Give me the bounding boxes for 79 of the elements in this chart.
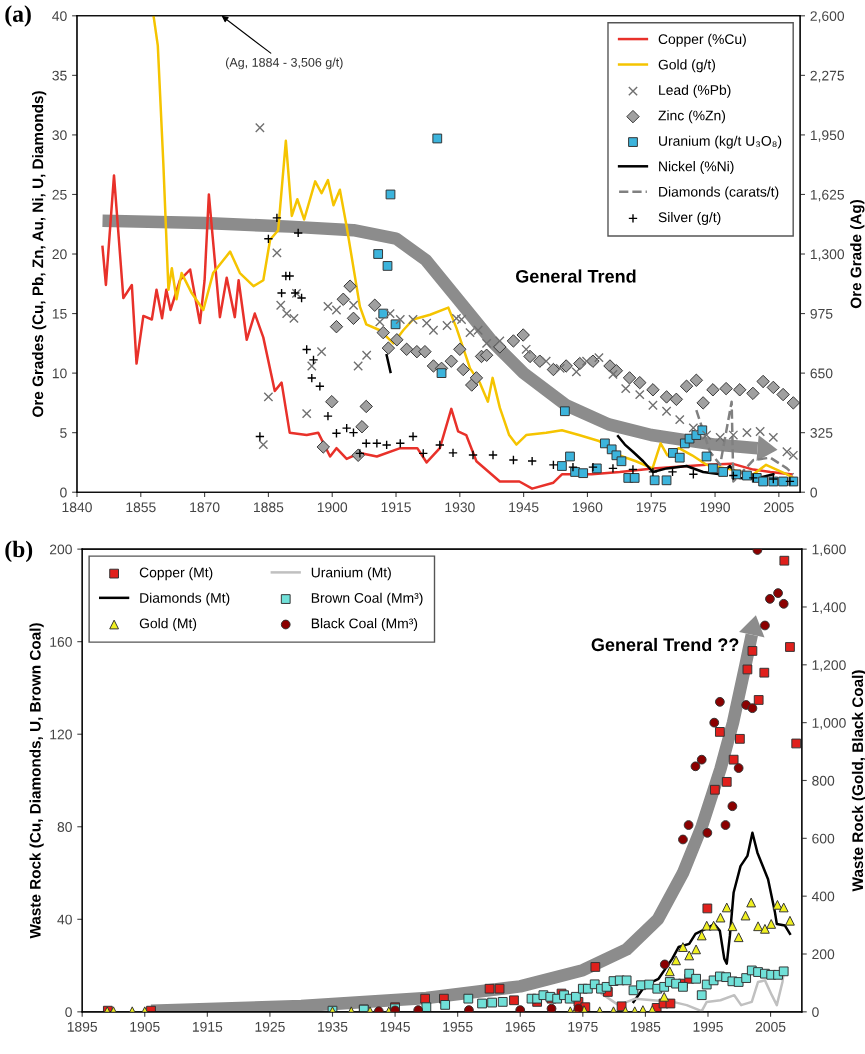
text: (a)	[5, 5, 31, 27]
annotation: General Trend ??	[591, 637, 739, 652]
y-tick-label: 35	[52, 70, 67, 81]
legend-label: Uranium (Mt)	[311, 567, 391, 581]
y-tick-label: 15	[52, 309, 67, 319]
legend-label: Gold (g/t)	[658, 59, 716, 73]
x-tick-label: 1915	[192, 1021, 223, 1032]
x-tick-label: 1975	[636, 502, 667, 513]
y2-tick-label: 1,200	[812, 660, 846, 672]
x-tick-label: 1900	[317, 502, 348, 513]
x-tick-label: 1955	[443, 1021, 473, 1032]
annotation: (Ag, 1884 - 3,506 g/t)	[226, 57, 343, 70]
y2-tick-label: 800	[812, 775, 835, 786]
x-tick-label: 1945	[509, 502, 539, 513]
y2-tick-label: 0	[812, 1007, 819, 1018]
annotation: General Trend	[515, 269, 636, 283]
y-tick-label: 0	[65, 1007, 72, 1018]
x-tick-label: 1905	[130, 1021, 160, 1032]
x-tick-label: 1930	[445, 502, 475, 513]
y2-tick-label: 400	[811, 891, 835, 902]
y-tick-label: 30	[52, 130, 67, 141]
y-tick-label: 120	[50, 729, 72, 740]
y-axis-title: Waste Rock (Cu, Diamonds, U, Brown Coal)	[29, 623, 44, 939]
x-tick-label: 2005	[764, 502, 794, 513]
y2-tick-label: 1,400	[812, 602, 846, 614]
x-tick-label: 1945	[380, 1021, 410, 1032]
y-tick-label: 40	[52, 11, 67, 21]
y2-tick-label: 200	[812, 949, 835, 960]
legend-label: Black Coal (Mm³)	[311, 618, 418, 632]
legend-label: Uranium (kg/t U₃O₈)	[659, 135, 782, 149]
legend-label: Copper (%Cu)	[658, 33, 746, 47]
y-tick-label: 40	[57, 914, 72, 925]
y-axis-title: Ore Grades (Cu, Pb, Zn, Au, Ni, U, Diamonds)	[32, 91, 47, 417]
x-tick-label: 1965	[505, 1021, 536, 1032]
legend-label: Nickel (%Ni)	[659, 161, 734, 175]
x-tick-label: 1870	[190, 502, 220, 513]
y-tick-label: 25	[52, 189, 67, 200]
legend-label: Copper (Mt)	[139, 567, 213, 581]
y2-tick-label: 1,600	[812, 544, 846, 556]
y2-tick-label: 1,625	[810, 189, 845, 202]
legend-label: Gold (Mt)	[139, 618, 197, 632]
x-tick-label: 1925	[255, 1021, 285, 1032]
y2-tick-label: 1,950	[810, 130, 845, 142]
x-tick-label: 2005	[755, 1021, 786, 1032]
x-tick-label: 1915	[381, 502, 411, 513]
y2-tick-label: 1,300	[810, 249, 845, 261]
legend-label: Zinc (%Zn)	[658, 110, 726, 124]
y2-tick-label: 2,275	[810, 70, 845, 83]
x-tick-label: 1960	[573, 502, 603, 513]
legend-label: Lead (%Pb)	[659, 84, 731, 98]
y-tick-label: 0	[60, 487, 67, 498]
y2-tick-label: 650	[810, 368, 833, 379]
y-tick-label: 5	[60, 428, 67, 438]
x-tick-label: 1985	[631, 1021, 661, 1032]
x-tick-label: 1935	[318, 1021, 348, 1032]
y2-tick-label: 600	[812, 833, 835, 844]
legend-label: Diamonds (Mt)	[140, 592, 230, 606]
y2-tick-label: 975	[810, 308, 833, 319]
y-tick-label: 160	[50, 637, 72, 647]
x-tick-label: 1895	[67, 1021, 98, 1032]
y2-tick-label: 0	[810, 487, 818, 498]
x-tick-label: 1840	[62, 502, 92, 513]
x-tick-label: 1990	[700, 502, 730, 513]
y2-tick-label: 1,000	[812, 717, 846, 730]
y2-axis-title: Ore Grade (Ag)	[850, 200, 865, 309]
legend-label: Brown Coal (Mm³)	[311, 592, 423, 606]
y-tick-label: 80	[57, 822, 72, 832]
x-tick-label: 1995	[693, 1021, 723, 1032]
x-tick-label: 1885	[254, 502, 284, 513]
legend-label: Silver (g/t)	[658, 211, 721, 225]
y-tick-label: 200	[49, 544, 72, 555]
y2-tick-label: 325	[810, 428, 833, 438]
x-tick-label: 1975	[568, 1021, 598, 1032]
legend-label: Diamonds (carats/t)	[659, 186, 779, 200]
y2-tick-label: 2,600	[810, 11, 845, 23]
x-tick-label: 1855	[126, 502, 156, 513]
y-tick-label: 20	[52, 249, 67, 260]
text: (b)	[5, 540, 33, 563]
y-tick-label: 10	[52, 368, 67, 379]
